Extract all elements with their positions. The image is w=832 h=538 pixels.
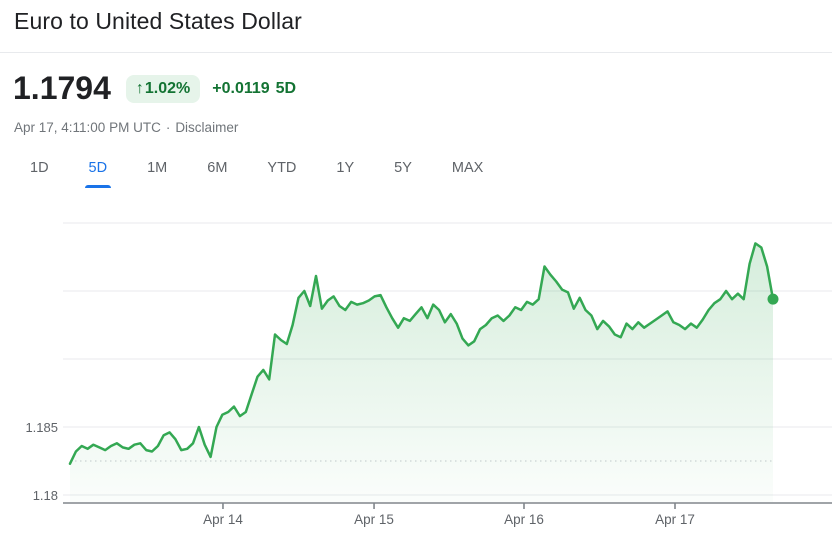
tab-1m[interactable]: 1M	[147, 160, 168, 176]
change-absolute: +0.0119 5D	[212, 80, 296, 98]
price-chart[interactable]: 1.185 1.18 1.175 1.17 1.165 Apr 14 Apr 1…	[0, 205, 832, 538]
tab-1d[interactable]: 1D	[30, 160, 49, 176]
quote-timestamp: Apr 17, 4:11:00 PM UTC	[14, 120, 161, 135]
quote-summary: 1.1794 ↑ 1.02% +0.0119 5D	[13, 70, 296, 107]
x-axis-label: Apr 14	[203, 512, 243, 527]
tab-6m[interactable]: 6M	[207, 160, 228, 176]
x-axis-label: Apr 17	[655, 512, 695, 527]
separator-dot: ·	[165, 120, 171, 135]
tab-max[interactable]: MAX	[451, 160, 484, 176]
current-price: 1.1794	[13, 70, 111, 106]
change-range-label: 5D	[275, 79, 297, 97]
tab-ytd[interactable]: YTD	[267, 160, 297, 176]
disclaimer-link[interactable]: Disclaimer	[175, 120, 239, 135]
y-axis-label: 1.185	[25, 420, 58, 435]
change-percent-badge: ↑ 1.02%	[125, 74, 201, 103]
price-chart-canvas[interactable]	[0, 205, 832, 538]
up-arrow-icon: ↑	[135, 79, 144, 97]
timestamp-row: Apr 17, 4:11:00 PM UTC · Disclaimer	[14, 120, 238, 135]
time-range-tabs: 1D 5D 1M 6M YTD 1Y 5Y MAX	[30, 152, 483, 188]
header-divider	[0, 52, 832, 53]
y-axis-label: 1.18	[32, 488, 58, 503]
tab-5d[interactable]: 5D	[84, 152, 111, 188]
page-title: Euro to United States Dollar	[14, 8, 302, 34]
tab-1y[interactable]: 1Y	[336, 160, 355, 176]
tab-5y[interactable]: 5Y	[394, 160, 412, 176]
x-axis-label: Apr 16	[504, 512, 544, 527]
x-axis-label: Apr 15	[354, 512, 394, 527]
change-percent-value: 1.02%	[144, 79, 191, 97]
change-absolute-value: +0.0119	[212, 79, 270, 97]
